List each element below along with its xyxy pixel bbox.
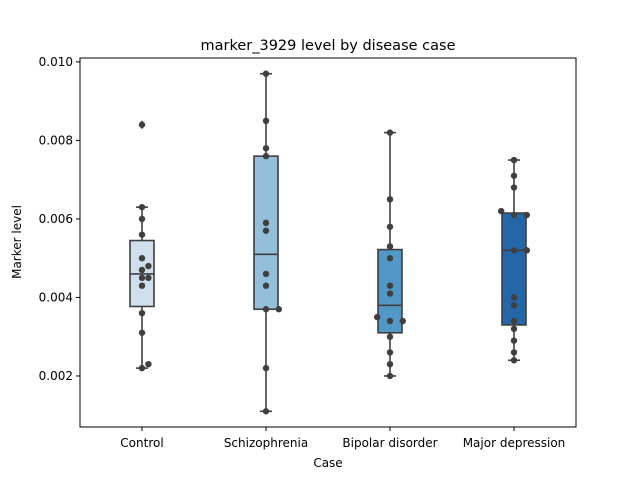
data-point [386, 243, 394, 250]
data-point [262, 70, 270, 77]
data-point [138, 329, 146, 336]
data-point [262, 282, 270, 289]
data-point [138, 203, 146, 211]
data-point [386, 196, 394, 203]
data-point [262, 219, 270, 227]
box-group [253, 72, 279, 413]
x-axis-ticks: Control Schizophrenia Bipolar disorder Majo… [120, 427, 565, 450]
data-point [510, 172, 518, 179]
data-point [138, 282, 146, 289]
data-point [510, 294, 518, 301]
chart-title: marker_3929 level by disease case [201, 38, 456, 54]
y-tick-label: 0.004 [39, 290, 73, 304]
data-point [386, 290, 394, 297]
x-tick-label: Control [120, 436, 163, 450]
data-point [386, 349, 394, 356]
data-point [386, 333, 394, 340]
y-tick-label: 0.002 [39, 369, 73, 383]
data-point [138, 274, 146, 282]
x-axis-label: Case [313, 456, 342, 470]
y-tick-label: 0.008 [39, 133, 73, 147]
plot-area [129, 70, 530, 415]
data-point [510, 317, 518, 325]
data-point [510, 247, 518, 254]
data-point [138, 215, 146, 223]
data-point [145, 262, 152, 270]
y-axis-ticks: 0.002 0.004 0.006 0.008 0.010 [39, 55, 80, 383]
data-point [262, 364, 270, 372]
axes-frame [79, 57, 577, 428]
data-point [262, 227, 270, 234]
data-point [399, 317, 406, 325]
data-point [138, 309, 146, 317]
x-tick-label: Bipolar disorder [342, 436, 437, 450]
data-point [510, 357, 518, 364]
data-point [262, 408, 270, 415]
data-point [374, 313, 381, 321]
data-point [262, 145, 270, 152]
data-point [138, 121, 146, 128]
data-point [510, 325, 518, 333]
data-point [145, 360, 152, 368]
data-point [510, 302, 518, 309]
data-point [510, 349, 518, 356]
y-tick-label: 0.006 [39, 212, 73, 226]
data-point [386, 360, 394, 368]
data-point [510, 184, 518, 191]
data-point [262, 306, 270, 313]
data-point [386, 372, 394, 380]
data-point [510, 337, 518, 344]
data-point [138, 255, 146, 262]
data-point [386, 317, 394, 325]
data-point [262, 270, 270, 278]
data-point [138, 231, 146, 238]
data-point [498, 207, 505, 215]
data-point [145, 274, 152, 282]
data-point [510, 211, 518, 219]
data-point [386, 129, 394, 136]
data-point [262, 152, 270, 160]
data-point [386, 282, 394, 289]
y-axis-label: Marker level [10, 205, 24, 279]
data-point [523, 211, 530, 219]
data-point [510, 156, 518, 164]
data-point [262, 117, 270, 125]
data-point [386, 255, 394, 262]
x-tick-label: Major depression [463, 436, 566, 450]
data-point [138, 364, 146, 372]
data-point [523, 247, 530, 254]
y-tick-label: 0.010 [39, 55, 73, 69]
data-point [275, 306, 282, 313]
data-point [138, 266, 146, 274]
data-point [386, 223, 394, 230]
x-tick-label: Schizophrenia [224, 436, 308, 450]
